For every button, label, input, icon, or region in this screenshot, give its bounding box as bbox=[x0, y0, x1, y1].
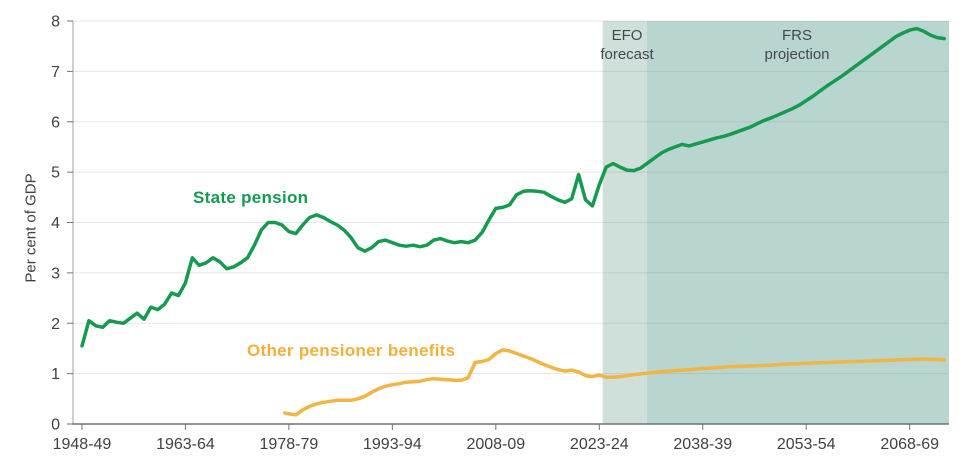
y-tick-label: 2 bbox=[51, 316, 60, 333]
y-tick-label: 5 bbox=[51, 165, 60, 182]
series-line-other-pensioner-benefits bbox=[283, 348, 946, 417]
region-frs-projection bbox=[646, 21, 949, 424]
x-tick-label: 1948-49 bbox=[53, 436, 112, 453]
x-tick-label: 1978-79 bbox=[260, 436, 319, 453]
x-tick-label: 2038-39 bbox=[673, 436, 732, 453]
x-tick-label: 2008-09 bbox=[466, 436, 525, 453]
y-tick-label: 6 bbox=[51, 114, 60, 131]
x-tick-label: 2023-24 bbox=[570, 436, 629, 453]
x-tick-label: 1963-64 bbox=[156, 436, 215, 453]
x-tick-label: 1993-94 bbox=[363, 436, 422, 453]
y-tick-label: 0 bbox=[51, 417, 60, 434]
x-tick-label: 2053-54 bbox=[777, 436, 836, 453]
y-tick-label: 8 bbox=[51, 14, 60, 31]
y-tick-label: 4 bbox=[51, 215, 60, 232]
series-line-state-pension bbox=[80, 26, 946, 348]
y-tick-label: 7 bbox=[51, 64, 60, 81]
region-efo-forecast bbox=[602, 21, 647, 424]
y-tick-label: 3 bbox=[51, 265, 60, 282]
x-tick-label: 2068-69 bbox=[880, 436, 939, 453]
y-tick-label: 1 bbox=[51, 366, 60, 383]
